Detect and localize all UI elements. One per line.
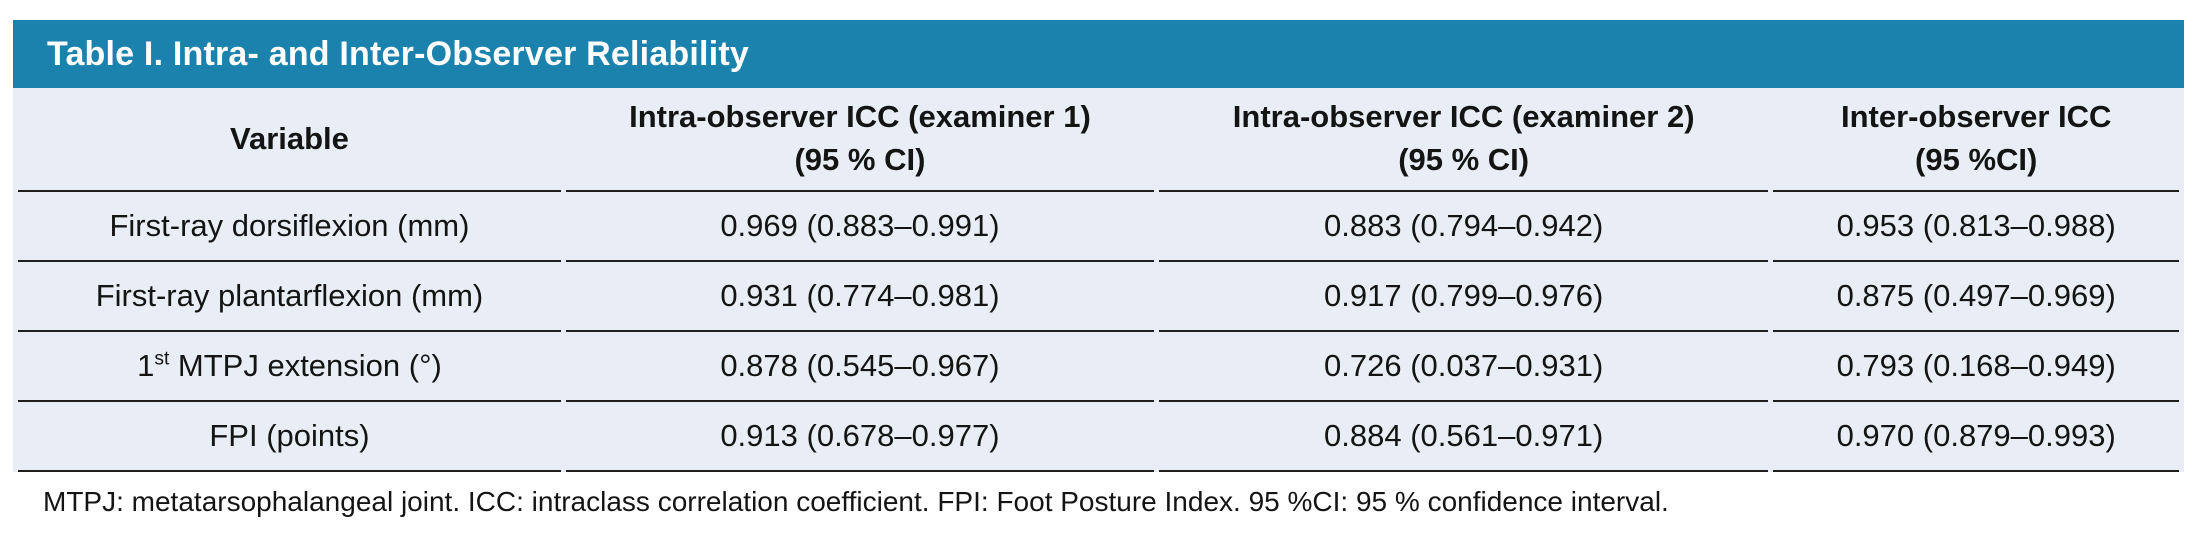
cell-icc-examiner-2: 0.884 (0.561–0.971) [1158, 402, 1769, 472]
variable-text-prefix: 1 [137, 348, 155, 383]
table-row: 1st MTPJ extension (°) 0.878 (0.545–0.96… [18, 332, 2179, 402]
table-title: Table I. Intra- and Inter-Observer Relia… [47, 34, 749, 73]
column-header-line: Variable [230, 120, 349, 156]
table-footnote: MTPJ: metatarsophalangeal joint. ICC: in… [43, 486, 1669, 517]
cell-inter-observer-icc: 0.953 (0.813–0.988) [1773, 192, 2179, 262]
cell-icc-examiner-1: 0.931 (0.774–0.981) [565, 262, 1154, 332]
column-header-variable: Variable [18, 88, 561, 192]
cell-variable: FPI (points) [18, 402, 561, 472]
table-figure: Table I. Intra- and Inter-Observer Relia… [13, 20, 2184, 518]
cell-inter-observer-icc: 0.793 (0.168–0.949) [1773, 332, 2179, 402]
table-row: First-ray plantarflexion (mm) 0.931 (0.7… [18, 262, 2179, 332]
column-header-intra-observer-examiner-2: Intra-observer ICC (examiner 2) (95 % CI… [1158, 88, 1769, 192]
cell-icc-examiner-1: 0.878 (0.545–0.967) [565, 332, 1154, 402]
column-header-line: (95 %CI) [1915, 142, 2038, 177]
cell-variable: First-ray dorsiflexion (mm) [18, 192, 561, 262]
cell-variable: First-ray plantarflexion (mm) [18, 262, 561, 332]
column-header-line: Intra-observer ICC (examiner 1) [629, 99, 1091, 135]
cell-inter-observer-icc: 0.970 (0.879–0.993) [1773, 402, 2179, 472]
variable-text-superscript: st [154, 348, 170, 370]
table-title-bar: Table I. Intra- and Inter-Observer Relia… [13, 20, 2184, 88]
column-header-line: Inter-observer ICC [1840, 99, 2112, 135]
cell-inter-observer-icc: 0.875 (0.497–0.969) [1773, 262, 2179, 332]
cell-icc-examiner-2: 0.726 (0.037–0.931) [1158, 332, 1769, 402]
cell-icc-examiner-2: 0.883 (0.794–0.942) [1158, 192, 1769, 262]
cell-icc-examiner-1: 0.969 (0.883–0.991) [565, 192, 1154, 262]
reliability-table: Variable Intra-observer ICC (examiner 1)… [13, 88, 2184, 472]
column-header-inter-observer: Inter-observer ICC (95 %CI) [1773, 88, 2179, 192]
cell-icc-examiner-1: 0.913 (0.678–0.977) [565, 402, 1154, 472]
table-row: First-ray dorsiflexion (mm) 0.969 (0.883… [18, 192, 2179, 262]
variable-text-rest: MTPJ extension (°) [169, 348, 442, 383]
column-header-line: Intra-observer ICC (examiner 2) [1232, 99, 1695, 135]
cell-icc-examiner-2: 0.917 (0.799–0.976) [1158, 262, 1769, 332]
column-header-line: (95 % CI) [1398, 142, 1530, 177]
header-row: Variable Intra-observer ICC (examiner 1)… [18, 88, 2179, 192]
cell-variable: 1st MTPJ extension (°) [18, 332, 561, 402]
table-row: FPI (points) 0.913 (0.678–0.977) 0.884 (… [18, 402, 2179, 472]
column-header-line: (95 % CI) [794, 142, 926, 177]
column-header-intra-observer-examiner-1: Intra-observer ICC (examiner 1) (95 % CI… [565, 88, 1154, 192]
